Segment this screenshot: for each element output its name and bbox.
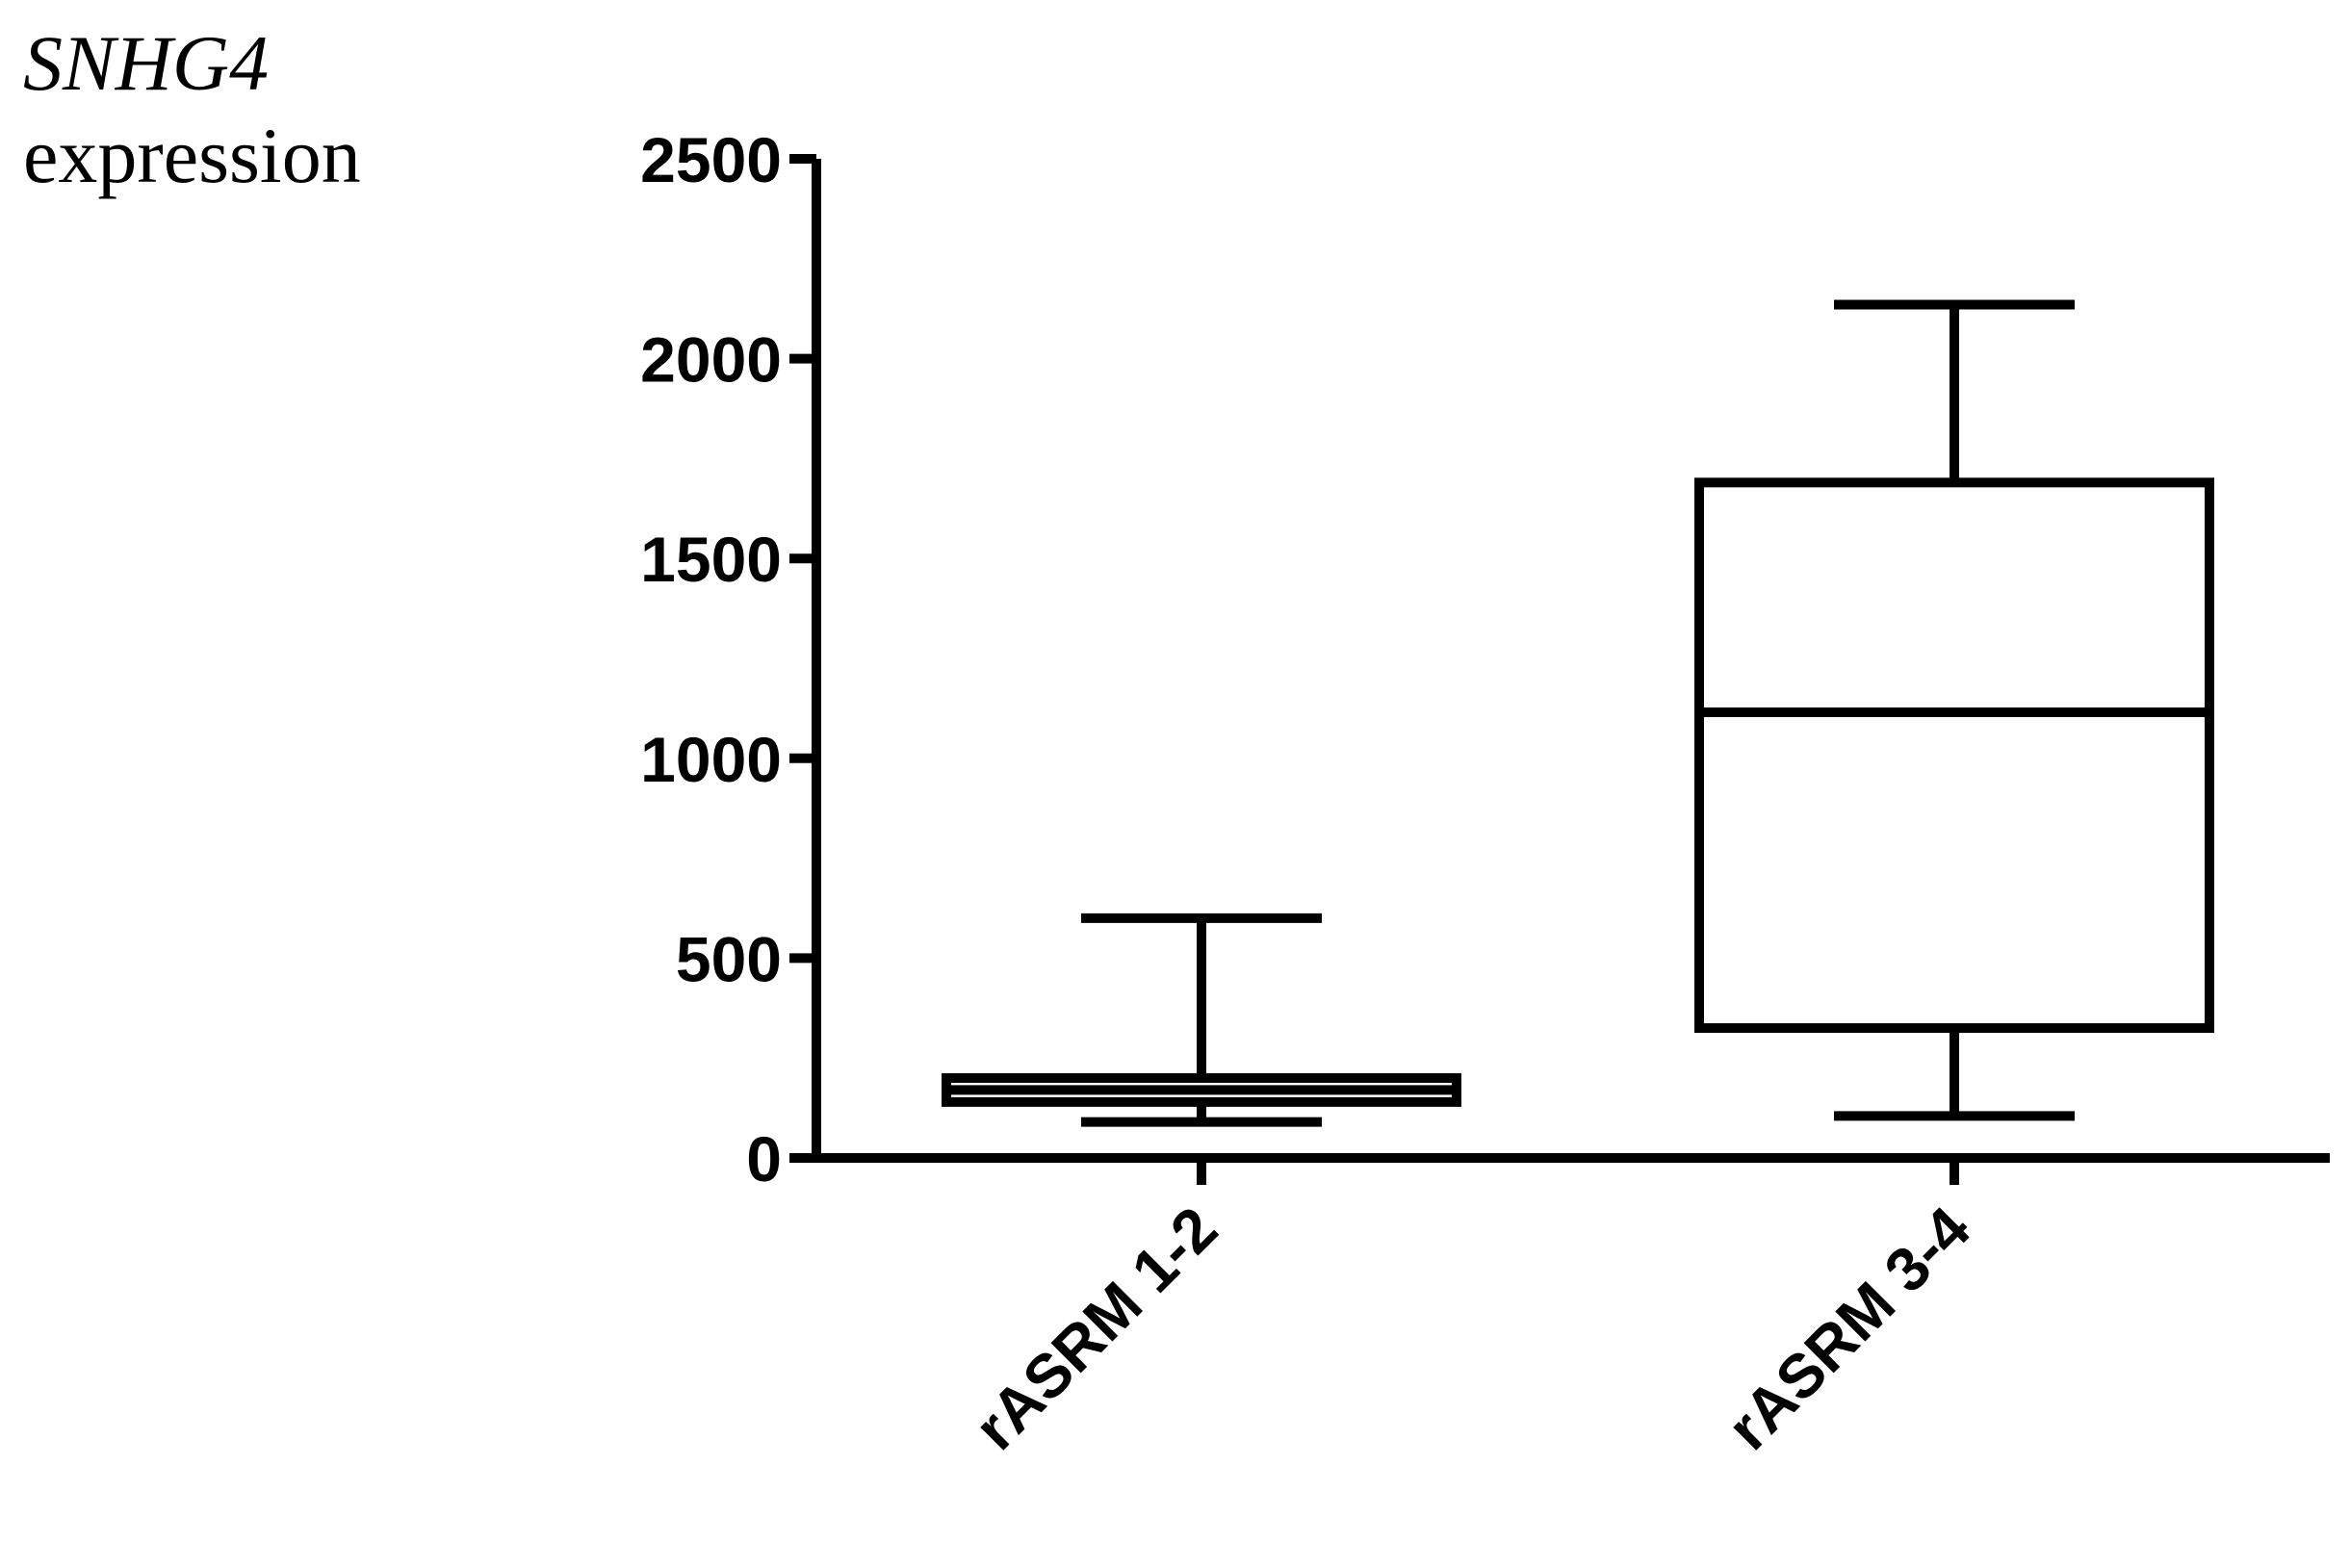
y-tick-label: 0 [746,1123,782,1195]
x-categories: rASRM 1-2 rASRM 3-4 [961,1158,1983,1463]
y-tick-label: 2500 [640,124,782,195]
y-axis-label-gene: SNHG4 [23,19,270,107]
boxes [942,299,2214,1127]
y-tick-label: 500 [676,923,782,994]
x-category-label: rASRM 1-2 [961,1194,1230,1463]
box-iqr [1694,477,2214,1034]
box-2 [1694,299,2214,1121]
box-1 [942,913,1461,1127]
y-ticks: 0 500 1000 1500 2000 2500 [640,124,816,1195]
x-category-label: rASRM 3-4 [1714,1194,1983,1463]
y-tick-label: 2000 [640,324,782,396]
y-axis-label: SNHG4 expression [23,17,361,202]
y-tick-label: 1000 [640,724,782,795]
y-axis-label-text: expression [23,112,361,199]
axes [797,159,2330,1163]
y-tick-label: 1500 [640,524,782,595]
